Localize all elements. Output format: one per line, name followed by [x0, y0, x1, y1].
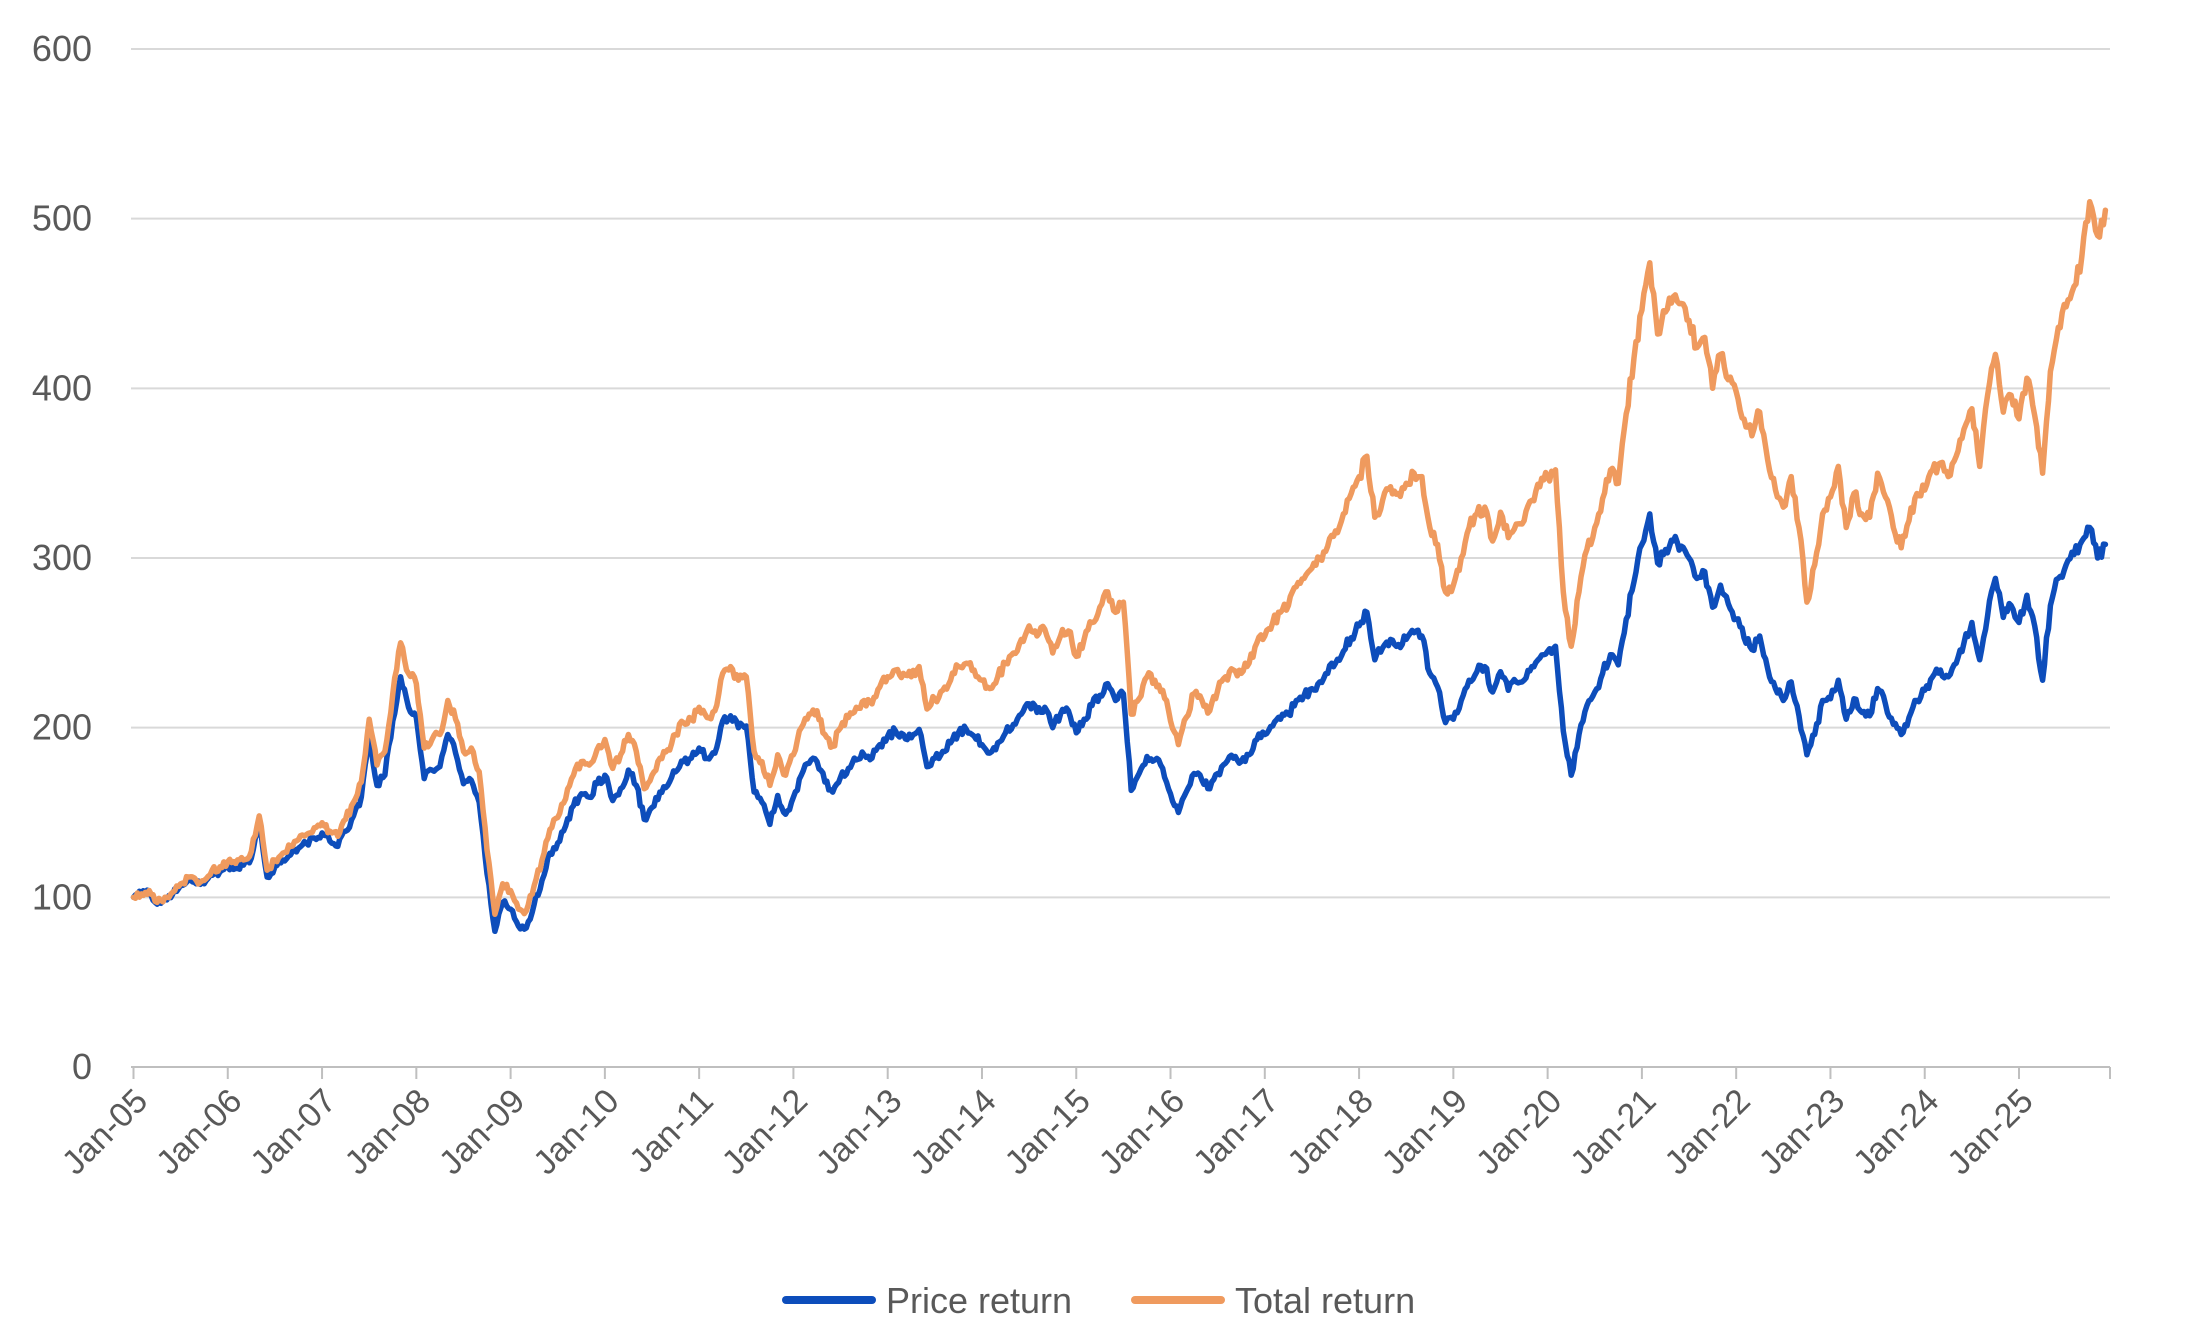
x-tick-label-Jan-08: Jan-08 [338, 1082, 438, 1182]
x-tick-label-Jan-21: Jan-21 [1563, 1082, 1663, 1182]
x-tick-label-Jan-13: Jan-13 [809, 1082, 909, 1182]
x-tick-label-Jan-14: Jan-14 [903, 1082, 1003, 1182]
x-tick-label-Jan-05: Jan-05 [55, 1082, 155, 1182]
y-tick-label-0: 0 [72, 1046, 92, 1087]
x-tick-label-Jan-19: Jan-19 [1375, 1082, 1475, 1182]
y-tick-label-300: 300 [32, 537, 92, 578]
x-tick-label-Jan-20: Jan-20 [1469, 1082, 1569, 1182]
x-tick-label-Jan-12: Jan-12 [715, 1082, 815, 1182]
y-tick-label-500: 500 [32, 198, 92, 239]
x-tick-label-Jan-16: Jan-16 [1092, 1082, 1192, 1182]
x-tick-label-Jan-09: Jan-09 [432, 1082, 532, 1182]
x-tick-label-Jan-22: Jan-22 [1657, 1082, 1757, 1182]
series-line-price-return [130, 511, 2109, 935]
legend-swatch-price-return [782, 1296, 876, 1304]
x-tick-label-Jan-18: Jan-18 [1280, 1082, 1380, 1182]
legend-label-total-return: Total return [1235, 1280, 1415, 1321]
x-tick-label-Jan-25: Jan-25 [1940, 1082, 2040, 1182]
y-tick-label-100: 100 [32, 876, 92, 917]
y-tick-label-400: 400 [32, 367, 92, 408]
x-tick-label-Jan-17: Jan-17 [1186, 1082, 1286, 1182]
series-line-total-return [130, 198, 2109, 918]
x-tick-label-Jan-23: Jan-23 [1752, 1082, 1852, 1182]
x-tick-label-Jan-07: Jan-07 [243, 1082, 343, 1182]
x-tick-label-Jan-15: Jan-15 [998, 1082, 1098, 1182]
y-tick-label-200: 200 [32, 707, 92, 748]
legend-label-price-return: Price return [886, 1280, 1072, 1321]
legend-swatch-total-return [1131, 1296, 1225, 1304]
x-tick-label-Jan-11: Jan-11 [622, 1082, 721, 1181]
x-tick-label-Jan-24: Jan-24 [1846, 1082, 1946, 1182]
x-tick-label-Jan-06: Jan-06 [149, 1082, 249, 1182]
y-tick-label-600: 600 [32, 28, 92, 69]
x-tick-label-Jan-10: Jan-10 [526, 1082, 626, 1182]
